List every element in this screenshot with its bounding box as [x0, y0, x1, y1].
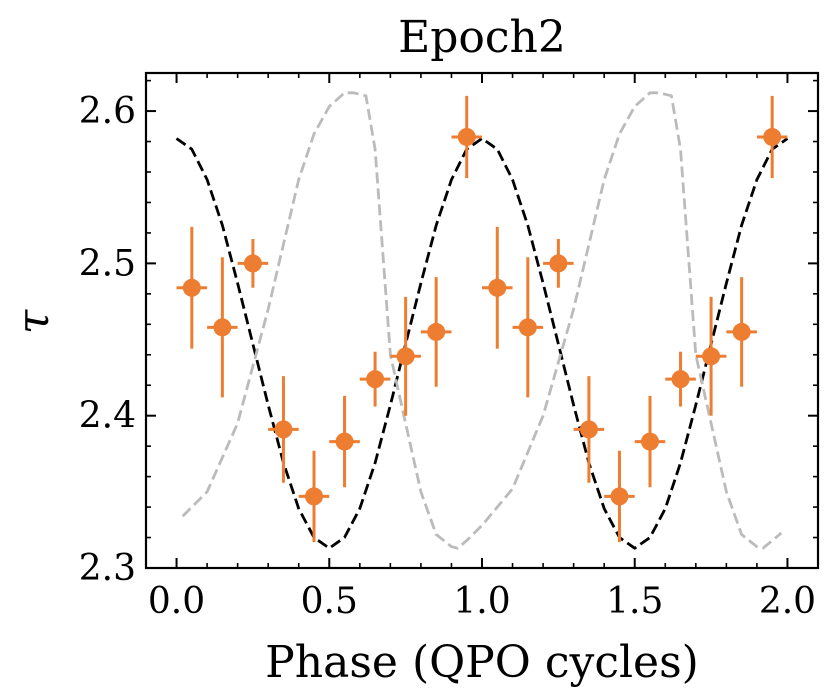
x-tick-label: 2.0: [759, 581, 816, 622]
data-point: [763, 127, 782, 146]
plot-area: [175, 91, 789, 550]
y-tick-label: 2.5: [79, 243, 136, 284]
y-tick-label: 2.6: [79, 91, 136, 132]
x-tick-label: 0.0: [148, 581, 205, 622]
data-point: [610, 487, 629, 506]
x-axis-label: Phase (QPO cycles): [265, 637, 699, 688]
y-tick-label: 2.3: [79, 548, 136, 589]
data-point: [732, 322, 751, 341]
data-point: [182, 278, 201, 297]
model-curve: [175, 137, 789, 550]
data-point: [488, 278, 507, 297]
data-point: [702, 347, 721, 366]
data-point: [579, 420, 598, 439]
data-point: [366, 370, 385, 389]
y-axis-label: τ: [8, 309, 59, 334]
x-tick-label: 1.5: [606, 581, 663, 622]
chart-title: Epoch2: [398, 12, 566, 63]
data-point: [305, 487, 323, 506]
data-point: [549, 254, 568, 273]
data-point: [335, 432, 354, 451]
data-point: [396, 347, 415, 366]
data-point: [213, 318, 232, 337]
x-tick-label: 0.5: [301, 581, 358, 622]
axis-ticks: 0.0 0.5 1.0 1.5 2.0 2.3 2.4 2.5 2.6: [79, 73, 819, 622]
data-point: [641, 432, 659, 451]
data-point: [274, 420, 293, 439]
data-point: [427, 322, 446, 341]
reference-curve: [181, 91, 783, 550]
data-point: [671, 370, 690, 389]
x-tick-label: 1.0: [453, 581, 510, 622]
data-point: [518, 318, 537, 337]
data-point: [243, 254, 262, 273]
data-point: [457, 127, 476, 146]
y-tick-label: 2.4: [79, 396, 136, 437]
